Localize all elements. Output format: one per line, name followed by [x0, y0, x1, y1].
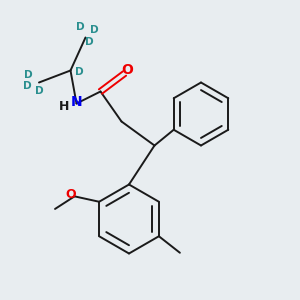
Text: O: O	[66, 188, 76, 201]
Text: D: D	[85, 38, 94, 47]
Text: D: D	[22, 81, 31, 91]
Text: D: D	[35, 86, 44, 96]
Text: D: D	[75, 67, 84, 77]
Text: H: H	[59, 100, 69, 113]
Text: D: D	[90, 25, 99, 35]
Text: O: O	[121, 63, 133, 77]
Text: D: D	[76, 22, 85, 32]
Text: D: D	[24, 70, 33, 80]
Text: N: N	[71, 95, 82, 109]
